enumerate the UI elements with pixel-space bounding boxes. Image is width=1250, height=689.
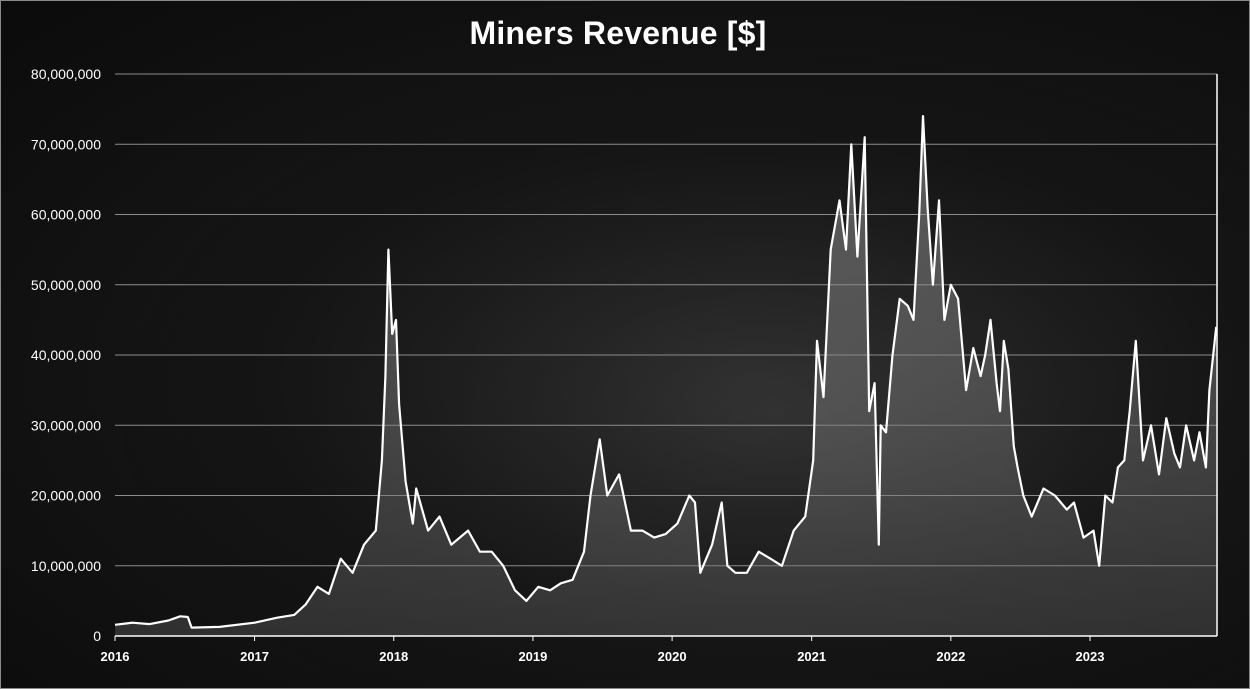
y-axis-ticks: 0 10,000,000 20,000,000 30,000,000 40,000,00… — [31, 66, 101, 644]
x-tick-label: 2021 — [797, 649, 826, 664]
y-tick-label: 30,000,000 — [31, 417, 101, 433]
y-tick-label: 0 — [93, 628, 101, 644]
y-tick-label: 70,000,000 — [31, 136, 101, 152]
series-area — [114, 115, 1218, 637]
x-tick-label: 2016 — [101, 649, 130, 664]
x-tick-label: 2022 — [936, 649, 965, 664]
x-tick-label: 2020 — [658, 649, 687, 664]
gridlines — [115, 73, 1217, 567]
y-tick-label: 80,000,000 — [31, 66, 101, 82]
axes — [115, 74, 1218, 637]
y-tick-label: 60,000,000 — [31, 207, 101, 223]
x-tick-label: 2019 — [518, 649, 547, 664]
x-tick-label: 2018 — [379, 649, 408, 664]
y-tick-label: 40,000,000 — [31, 347, 101, 363]
y-tick-label: 50,000,000 — [31, 277, 101, 293]
x-tick-label: 2017 — [240, 649, 269, 664]
y-tick-label: 20,000,000 — [31, 488, 101, 504]
y-tick-label: 10,000,000 — [31, 558, 101, 574]
series-line — [114, 115, 1218, 629]
chart-title: Miners Revenue [$] — [469, 15, 767, 51]
x-tick-label: 2023 — [1076, 649, 1105, 664]
x-axis-ticks: 2016 2017 2018 2019 2020 2021 2022 2023 — [101, 636, 1105, 664]
